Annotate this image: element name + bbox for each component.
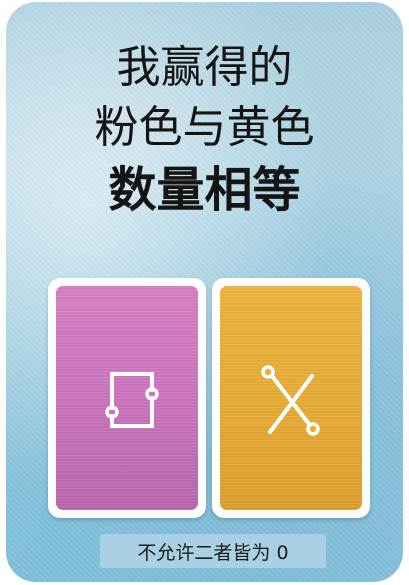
yellow-card [212,278,370,518]
title-line-2: 粉色与黄色 [94,102,315,153]
cross-connector-icon [261,365,320,436]
objective-card[interactable]: 我赢得的 粉色与黄色 数量相等 [6,2,403,582]
title-line-3: 数量相等 [108,162,301,218]
square-connector-icon [105,372,159,428]
rule-note: 不允许二者皆为 0 [100,534,326,568]
pink-card [48,278,206,518]
yellow-card-face [220,286,362,510]
pink-card-face [56,286,198,510]
title-line-1: 我赢得的 [116,42,293,93]
pink-card-texture [56,286,198,510]
